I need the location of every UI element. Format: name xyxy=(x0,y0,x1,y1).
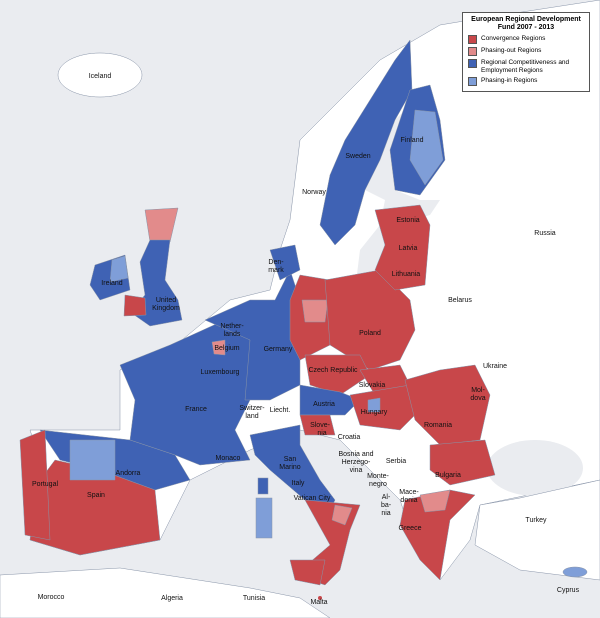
label-hungary: Hungary xyxy=(361,409,388,416)
africa-land xyxy=(0,567,331,618)
legend-swatch xyxy=(468,35,477,44)
legend-label: Convergence Regions xyxy=(481,35,546,42)
label-albania-2: ba- xyxy=(381,502,392,509)
label-albania-1: Al- xyxy=(382,494,391,501)
label-bosnia-3: vina xyxy=(350,467,363,474)
label-montenegro-2: negro xyxy=(369,481,387,488)
label-switzerland-2: land xyxy=(245,413,258,420)
label-croatia: Croatia xyxy=(338,434,361,441)
label-algeria: Algeria xyxy=(161,595,183,602)
label-bosnia-2: Herzego- xyxy=(342,459,371,466)
label-spain: Spain xyxy=(87,492,105,499)
label-liechtenstein: Liecht. xyxy=(270,407,291,414)
label-luxembourg: Luxembourg xyxy=(201,369,240,376)
label-greece: Greece xyxy=(399,525,422,532)
label-austria: Austria xyxy=(313,401,335,408)
label-monaco: Monaco xyxy=(216,455,241,462)
label-germany: Germany xyxy=(264,346,293,353)
legend-item-phasing-out: Phasing-out Regions xyxy=(468,47,584,56)
label-iceland: Iceland xyxy=(89,73,112,80)
label-slovenia-2: nia xyxy=(317,430,326,437)
label-ireland: Ireland xyxy=(101,280,123,287)
label-bulgaria: Bulgaria xyxy=(435,472,461,479)
label-switzerland-1: Switzer- xyxy=(239,405,265,412)
label-uk-1: United xyxy=(156,297,176,304)
iceland-land xyxy=(57,52,143,98)
legend-swatch xyxy=(468,47,477,56)
label-russia: Russia xyxy=(534,230,556,237)
baltic-sea xyxy=(355,110,440,290)
legend-label: Phasing-in Regions xyxy=(481,77,538,84)
label-romania: Romania xyxy=(424,422,452,429)
label-slovenia-1: Slove- xyxy=(310,422,331,429)
label-macedonia-2: donia xyxy=(400,497,417,504)
label-norway: Norway xyxy=(302,189,326,196)
label-moldova-2: dova xyxy=(470,395,485,402)
label-macedonia-1: Mace- xyxy=(399,489,419,496)
legend-item-competitiveness: Regional Competitiveness and Employment … xyxy=(468,59,584,74)
label-estonia: Estonia xyxy=(396,217,419,224)
label-serbia: Serbia xyxy=(386,458,406,465)
label-san-marino-2: Marino xyxy=(279,464,301,471)
label-latvia: Latvia xyxy=(399,245,418,252)
label-portugal: Portugal xyxy=(32,481,59,488)
legend-title: European Regional Development Fund 2007 … xyxy=(471,16,581,31)
label-montenegro-1: Monte- xyxy=(367,473,389,480)
map-legend: European Regional Development Fund 2007 … xyxy=(462,12,590,92)
legend-label: Regional Competitiveness and Employment … xyxy=(481,59,570,74)
label-san-marino-1: San xyxy=(284,456,297,463)
label-denmark-2: mark xyxy=(268,267,284,274)
label-malta: Malta xyxy=(310,599,327,606)
label-netherlands-1: Nether- xyxy=(220,323,244,330)
label-albania-3: nia xyxy=(381,510,390,517)
label-denmark-1: Den- xyxy=(268,259,284,266)
label-morocco: Morocco xyxy=(38,594,65,601)
label-poland: Poland xyxy=(359,330,381,337)
turkey-land xyxy=(474,479,600,581)
label-sweden: Sweden xyxy=(345,153,370,160)
label-cyprus: Cyprus xyxy=(557,587,580,594)
label-belarus: Belarus xyxy=(448,297,472,304)
label-france: France xyxy=(185,406,207,413)
label-netherlands-2: lands xyxy=(224,331,241,338)
legend-item-convergence: Convergence Regions xyxy=(468,35,584,44)
legend-item-phasing-in: Phasing-in Regions xyxy=(468,77,584,86)
legend-swatch xyxy=(468,77,477,86)
country-labels: Iceland Norway Sweden Finland Russia Est… xyxy=(32,73,580,606)
label-lithuania: Lithuania xyxy=(392,271,421,278)
black-sea xyxy=(487,440,583,496)
label-uk-2: Kingdom xyxy=(152,305,180,312)
label-andorra: Andorra xyxy=(116,470,141,477)
label-finland: Finland xyxy=(401,137,424,144)
label-slovakia: Slovakia xyxy=(359,382,386,389)
label-turkey: Turkey xyxy=(525,517,547,524)
label-tunisia: Tunisia xyxy=(243,595,265,602)
label-ukraine: Ukraine xyxy=(483,363,507,370)
label-vatican-city: Vatican City xyxy=(294,495,331,502)
label-bosnia-1: Bosnia and xyxy=(338,451,373,458)
legend-swatch xyxy=(468,59,477,68)
label-italy: Italy xyxy=(292,480,305,487)
eu-regions xyxy=(19,39,588,600)
label-czech-republic: Czech Republic xyxy=(308,367,358,374)
label-moldova-1: Mol- xyxy=(471,387,485,394)
label-belgium: Belgium xyxy=(214,345,239,352)
legend-label: Phasing-out Regions xyxy=(481,47,542,54)
